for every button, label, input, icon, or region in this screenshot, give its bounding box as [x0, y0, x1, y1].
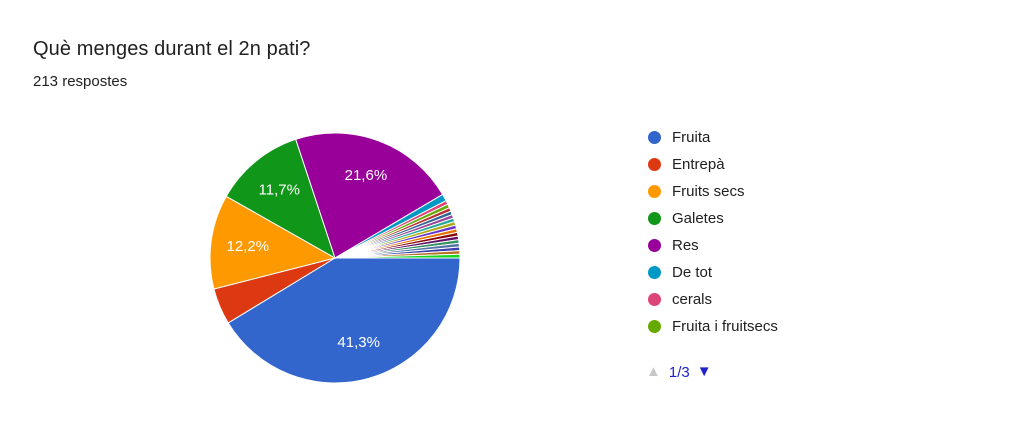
pie-slice-fruita[interactable] — [227, 257, 461, 384]
legend-item-fruita: Fruita — [648, 124, 778, 151]
legend-item-label: Galetes — [672, 210, 724, 227]
legend-item-label: cerals — [672, 291, 713, 308]
slice-percent-label: 41,3% — [337, 334, 380, 351]
legend-item-label: Entrepà — [672, 156, 725, 173]
slice-percent-label: 11,7% — [258, 182, 299, 199]
legend-color-dot — [648, 320, 661, 333]
slice-percent-label: 12,2% — [227, 238, 270, 255]
legend-pager: ▲ 1/3 ▼ — [646, 362, 712, 382]
pie-slice-res[interactable] — [295, 132, 444, 259]
legend-item-fruita-i-fruitsecs: Fruita i fruitsecs — [648, 313, 778, 340]
legend-item-res: Res — [648, 232, 778, 259]
legend-item-label: Fruits secs — [672, 183, 745, 200]
response-count: 213 respostes — [33, 73, 128, 90]
slice-percent-label: 21,6% — [345, 167, 388, 184]
legend-color-dot — [648, 212, 661, 225]
legend-item-label: Fruita — [672, 129, 711, 146]
chart-legend: Fruita Entrepà Fruits secs Galetes Res De tot… — [648, 124, 778, 340]
legend-color-dot — [648, 266, 661, 279]
legend-page-indicator: 1/3 — [668, 363, 690, 381]
pie-chart-svg: 41,3% 12,2% 11,7% 21,6% — [209, 132, 461, 384]
legend-color-dot — [648, 131, 661, 144]
pie-slice-other-21[interactable] — [334, 253, 461, 259]
legend-item-cerals: cerals — [648, 286, 778, 313]
legend-item-label: Fruita i fruitsecs — [672, 318, 778, 335]
legend-item-de-tot: De tot — [648, 259, 778, 286]
pie-chart: 41,3% 12,2% 11,7% 21,6% — [205, 128, 465, 388]
legend-color-dot — [648, 293, 661, 306]
chart-header: Què menges durant el 2n pati? 213 respos… — [33, 38, 311, 90]
legend-next-button[interactable]: ▼ — [696, 363, 712, 380]
legend-color-dot — [648, 239, 661, 252]
question-title: Què menges durant el 2n pati? — [33, 38, 311, 60]
legend-prev-button[interactable]: ▲ — [646, 363, 661, 380]
legend-item-fruits-secs: Fruits secs — [648, 178, 778, 205]
legend-item-entrepà: Entrepà — [648, 151, 778, 178]
legend-item-label: Res — [672, 237, 699, 254]
legend-item-label: De tot — [672, 264, 713, 281]
legend-item-galetes: Galetes — [648, 205, 778, 232]
pie-slice-fruits-secs[interactable] — [209, 195, 337, 290]
legend-color-dot — [648, 158, 661, 171]
pie-slice-galetes[interactable] — [225, 138, 336, 260]
legend-color-dot — [648, 185, 661, 198]
